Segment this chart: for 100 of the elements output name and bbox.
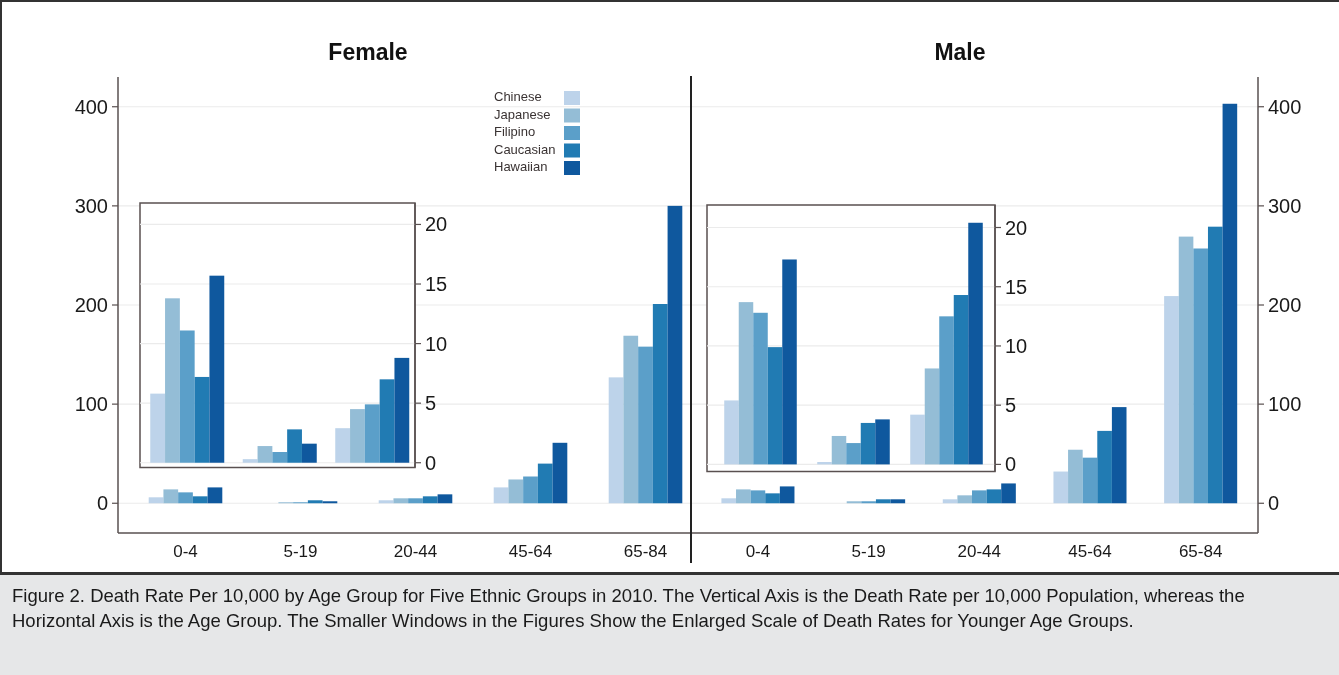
bar [508, 479, 524, 504]
bar [209, 275, 225, 463]
bar [1111, 407, 1127, 504]
y-tick-label: 300 [1268, 194, 1302, 217]
legend-label: Japanese [494, 106, 551, 122]
bar [537, 463, 553, 504]
bar [194, 376, 210, 463]
bar [178, 492, 193, 504]
bar [350, 409, 365, 463]
bar [753, 312, 768, 465]
x-tick-label: 20-44 [393, 542, 438, 561]
legend-label: Chinese [494, 89, 542, 104]
y-tick-label: 20 [1005, 216, 1028, 239]
bar [272, 452, 288, 463]
bar [287, 429, 302, 463]
bar [1222, 103, 1238, 504]
bar [163, 489, 179, 504]
bar [924, 368, 940, 465]
bar [422, 496, 438, 504]
bar [942, 499, 958, 504]
bar [207, 487, 223, 504]
y-tick-label: 0 [1005, 453, 1017, 476]
bar [552, 442, 568, 504]
bar [738, 302, 754, 465]
y-tick-label: 200 [74, 294, 108, 316]
bar [493, 487, 509, 504]
bar [957, 495, 972, 504]
x-tick-label: 45-64 [1068, 542, 1112, 561]
legend-label: Hawaiian [494, 159, 548, 174]
bar [1053, 471, 1069, 504]
bar [765, 493, 780, 504]
bar [148, 497, 164, 504]
bar [364, 404, 380, 463]
bar [890, 499, 906, 504]
bar [986, 489, 1002, 504]
y-tick-label: 0 [96, 492, 108, 515]
bar [242, 459, 258, 463]
bar [1068, 449, 1083, 504]
x-tick-label: 5-19 [283, 542, 318, 561]
x-tick-label: 0-4 [745, 542, 771, 561]
y-tick-label: 5 [1005, 394, 1017, 417]
bar [875, 499, 891, 504]
bar [1097, 430, 1112, 504]
bar [767, 347, 783, 465]
bar [1164, 296, 1179, 504]
y-tick-label: 100 [74, 393, 108, 416]
legend-label: Caucasian [494, 141, 556, 157]
bar [378, 500, 394, 504]
bar [721, 498, 737, 504]
bar [408, 498, 423, 504]
chart-title: Female [328, 39, 408, 65]
bar [437, 494, 453, 504]
legend-label: Filipino [494, 124, 536, 139]
y-tick-label: 5 [425, 392, 437, 415]
x-tick-label: 5-19 [851, 542, 886, 561]
y-tick-label: 300 [74, 194, 108, 217]
y-tick-label: 0 [425, 451, 437, 474]
bar [831, 435, 847, 465]
bar [307, 500, 323, 504]
bar [782, 259, 797, 465]
bar [393, 498, 409, 504]
bar [968, 222, 983, 465]
bar [394, 357, 410, 463]
bar [192, 496, 208, 504]
y-tick-label: 20 [425, 213, 448, 236]
bar [1178, 236, 1194, 504]
bar [335, 428, 351, 463]
bar [257, 446, 273, 463]
bar [523, 476, 538, 504]
bar [1001, 483, 1016, 504]
bar [379, 379, 395, 463]
bar [608, 377, 624, 504]
bar [301, 443, 317, 463]
bar [623, 335, 639, 504]
bar [667, 205, 683, 504]
x-tick-label: 0-4 [173, 542, 198, 561]
x-tick-label: 65-84 [623, 542, 668, 561]
bar [750, 490, 766, 504]
y-tick-label: 15 [1005, 275, 1028, 298]
x-tick-label: 65-84 [1178, 542, 1223, 561]
x-tick-label: 45-64 [508, 542, 553, 561]
bar [953, 295, 969, 465]
bar [939, 316, 954, 465]
bar [652, 304, 668, 504]
bar [724, 400, 739, 465]
y-tick-label: 10 [425, 332, 448, 355]
caption: Figure 2. Death Rate Per 10,000 by Age Group for Five Ethnic Groups in 2010. The Vertical Axis is the Death Rate per 10,000 Population, whereas the Horizontal Axis is the Age Group. The Smaller Windows in the Figures Show the Enlarged Scale of Death Rates for Younger Age Groups. [11, 584, 1246, 633]
chart-title: Male [934, 39, 986, 65]
y-tick-label: 15 [425, 273, 448, 296]
y-tick-label: 100 [1268, 393, 1302, 416]
bar [638, 346, 653, 504]
bar [165, 298, 180, 463]
bar [1193, 248, 1208, 504]
bar [1207, 226, 1223, 504]
bar [779, 486, 795, 504]
bar [972, 490, 987, 504]
bar [910, 414, 925, 465]
y-tick-label: 200 [1268, 294, 1302, 316]
y-tick-label: 10 [1005, 334, 1028, 357]
bar [875, 419, 890, 465]
